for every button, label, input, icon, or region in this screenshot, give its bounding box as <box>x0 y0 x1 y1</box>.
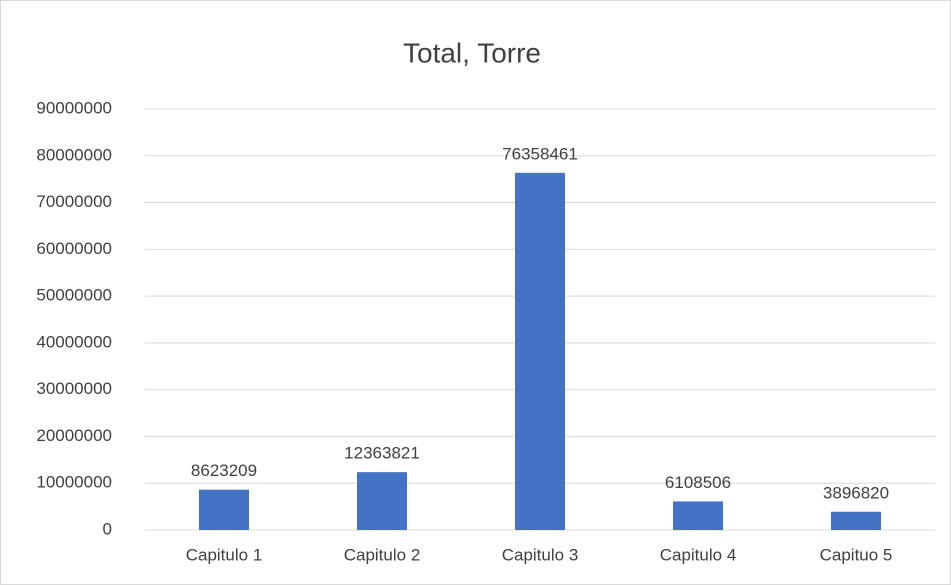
y-tick-label: 80000000 <box>36 145 112 164</box>
data-label: 6108506 <box>665 473 731 492</box>
bar <box>673 501 723 530</box>
x-tick-label: Capitulo 4 <box>660 545 737 564</box>
y-tick-label: 20000000 <box>36 426 112 445</box>
y-tick-label: 50000000 <box>36 286 112 305</box>
x-tick-label: Capitulo 3 <box>502 545 579 564</box>
bar <box>199 489 249 530</box>
data-label: 12363821 <box>344 444 420 463</box>
y-tick-label: 90000000 <box>36 98 112 117</box>
x-tick-label: Capitulo 1 <box>186 545 263 564</box>
bar <box>515 172 565 531</box>
y-tick-label: 30000000 <box>36 379 112 398</box>
x-tick-label: Capituo 5 <box>820 545 893 564</box>
data-label: 3896820 <box>823 483 889 502</box>
y-tick-label: 60000000 <box>36 239 112 258</box>
bar <box>831 511 881 530</box>
data-label: 8623209 <box>191 461 257 480</box>
y-tick-label: 10000000 <box>36 473 112 492</box>
x-tick-label: Capitulo 2 <box>344 545 421 564</box>
bar <box>357 472 407 530</box>
y-tick-label: 40000000 <box>36 332 112 351</box>
y-tick-label: 0 <box>103 519 112 538</box>
data-label: 76358461 <box>502 144 578 163</box>
y-tick-label: 70000000 <box>36 192 112 211</box>
chart-title: Total, Torre <box>403 37 541 68</box>
